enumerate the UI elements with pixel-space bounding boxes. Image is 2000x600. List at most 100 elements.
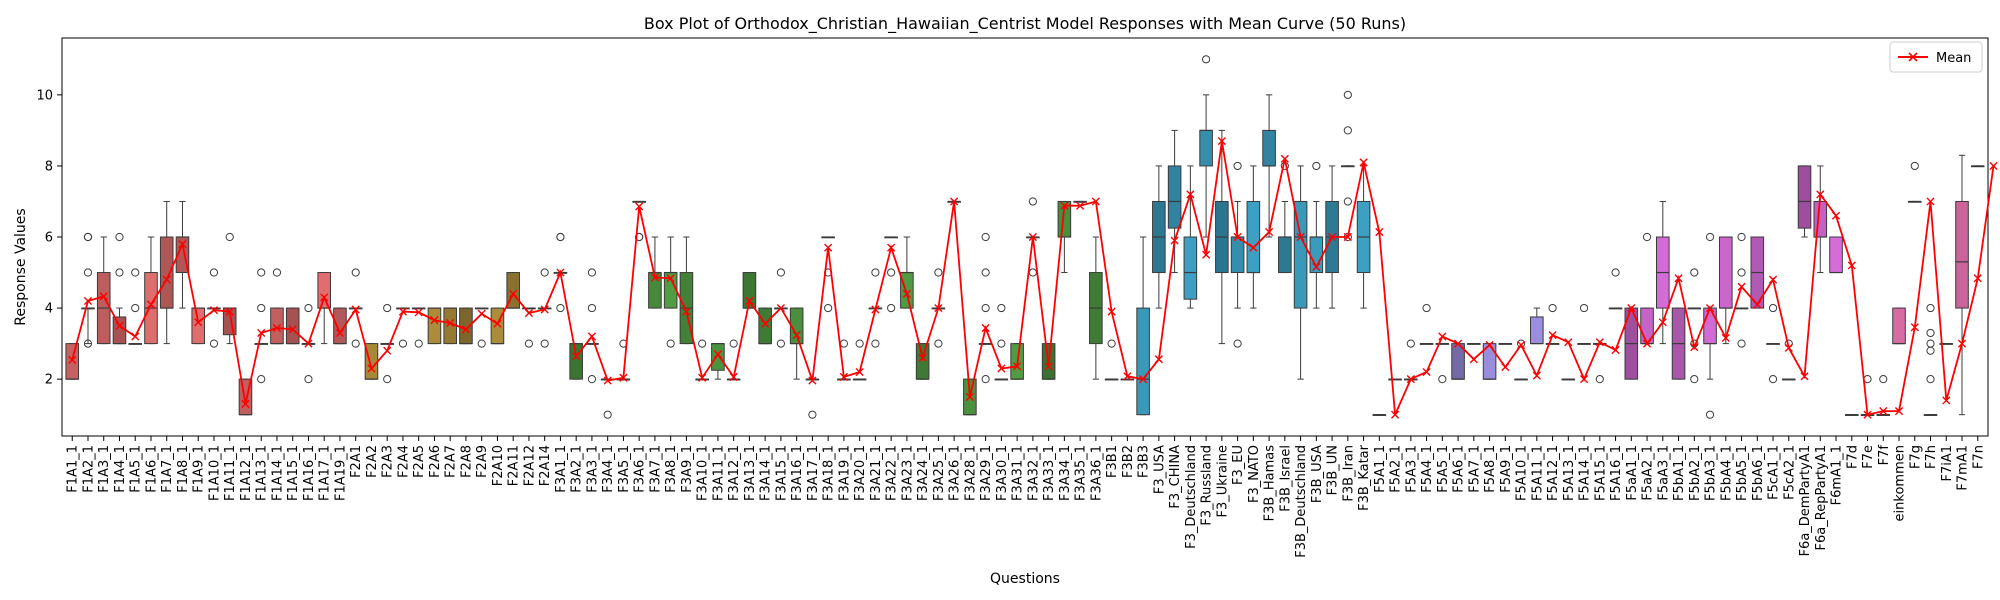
box-F3A30_1 <box>994 303 1009 381</box>
x-tick-label: F5A9_1 <box>1499 445 1514 493</box>
mean-marker-stroke <box>761 319 770 328</box>
x-tick-label: F3_Deutschland <box>1184 445 1199 549</box>
x-tick-label: F3A18_1 <box>822 445 837 501</box>
outlier-point <box>398 339 408 348</box>
outlier-point <box>1690 375 1699 384</box>
x-tick-label: F5bA4_1 <box>1719 445 1734 501</box>
mean-marker <box>1028 232 1037 242</box>
x-tick-label: F1A5_1 <box>129 445 144 493</box>
box-F3_Russland <box>1199 55 1213 238</box>
x-tick-label: F3A20_1 <box>853 445 868 501</box>
mean-marker-stroke <box>1501 362 1510 372</box>
mean-marker <box>1768 275 1778 284</box>
x-tick-label: F1A13_1 <box>255 445 270 501</box>
mean-marker <box>115 321 124 330</box>
mean-marker <box>1265 227 1274 237</box>
box-F5A16_1 <box>1608 268 1623 310</box>
box-F3A8_1 <box>663 236 678 348</box>
mean-marker-stroke <box>1154 355 1163 364</box>
x-tick-label: F3A13_1 <box>743 445 758 501</box>
mean-marker <box>68 355 77 365</box>
mean-marker <box>808 376 817 385</box>
y-tick-label: 10 <box>36 88 53 103</box>
mean-marker-stroke <box>1060 201 1069 210</box>
outlier-point <box>1107 339 1116 348</box>
mean-marker <box>1957 339 1967 348</box>
mean-marker <box>1013 362 1022 371</box>
outlier-point <box>257 375 266 384</box>
mean-marker-stroke <box>1910 323 1919 332</box>
mean-marker <box>367 364 376 373</box>
outlier-point <box>1595 375 1604 384</box>
mean-marker-stroke <box>1296 232 1305 242</box>
box-F1A7_1 <box>159 200 174 345</box>
x-tick-label: F7g <box>1908 445 1923 469</box>
x-tick-label: F3B_Hamas <box>1263 445 1278 522</box>
box-F7iA1 <box>1939 343 1954 345</box>
mean-marker-stroke <box>1784 343 1793 352</box>
iqr-box <box>1183 236 1198 300</box>
box-F5A14_1 <box>1577 303 1591 345</box>
outlier-point <box>839 339 848 348</box>
outlier-point <box>83 268 93 277</box>
plot-area: 2 4 6 8 10 F1A1_1 F1A2_1 F1A3_1 F1A4_1 F1A5_1 F1A6… <box>36 37 1998 558</box>
mean-marker <box>1532 371 1541 380</box>
x-tick-label: F5A7_1 <box>1467 445 1482 493</box>
x-tick-label: F3B_USA <box>1310 445 1325 503</box>
mean-marker-stroke <box>99 292 108 301</box>
x-tick-label: F3A29_1 <box>979 445 994 501</box>
x-tick-label: F7n <box>1971 445 1986 469</box>
x-tick-label: F1A2_1 <box>81 445 96 493</box>
outlier-point <box>855 339 864 348</box>
mean-marker <box>871 305 880 314</box>
mean-marker-stroke <box>493 319 502 328</box>
x-tick-label: F7h <box>1924 445 1939 469</box>
x-tick-label: F3A15_1 <box>774 445 789 501</box>
iqr-box <box>443 307 457 345</box>
mean-marker-stroke <box>83 296 93 306</box>
mean-marker <box>524 308 534 318</box>
mean-marker <box>572 352 581 361</box>
mean-marker <box>1170 236 1179 245</box>
box-F3A20_1 <box>852 339 867 381</box>
mean-marker-stroke <box>1548 330 1557 340</box>
x-tick-label: F3A33_1 <box>1042 445 1057 501</box>
iqr-box <box>191 307 206 345</box>
x-tick-label: F3A17_1 <box>806 445 821 501</box>
mean-marker <box>209 306 219 315</box>
box-F5bA4_1 <box>1718 236 1733 345</box>
box-F2A7 <box>443 307 457 345</box>
mean-marker-stroke <box>1453 339 1463 348</box>
mean-marker-stroke <box>367 364 376 373</box>
x-tick-label: F3A1_1 <box>554 445 569 493</box>
outlier-point <box>1705 232 1715 242</box>
mean-marker <box>241 399 250 409</box>
mean-marker <box>1674 274 1683 283</box>
x-tick-label: F3A10_1 <box>696 445 711 501</box>
iqr-box <box>1278 236 1292 274</box>
outlier-point <box>131 268 140 277</box>
mean-marker-stroke <box>1627 303 1636 313</box>
x-tick-label: F1A12_1 <box>239 445 254 501</box>
x-tick-label: F5A5_1 <box>1436 445 1451 493</box>
mean-marker <box>1453 339 1463 348</box>
x-tick-label: F3B_Katar <box>1357 444 1372 510</box>
box-F5A15_1 <box>1593 343 1607 384</box>
mean-marker-stroke <box>1564 338 1573 347</box>
outlier-point <box>1926 303 1935 313</box>
mean-marker-stroke <box>1973 274 1982 283</box>
mean-marker <box>1926 197 1935 206</box>
x-tick-label: F1A17_1 <box>318 445 333 501</box>
outlier-point <box>1910 161 1919 171</box>
box-F1A4_1 <box>112 232 127 345</box>
box-F3A2_1 <box>569 343 583 380</box>
outlier-point <box>115 232 124 242</box>
mean-marker-stroke <box>1249 243 1258 252</box>
box-F7d <box>1844 414 1859 416</box>
mean-marker-stroke <box>241 399 250 409</box>
x-tick-label: F3A25_1 <box>932 445 947 501</box>
mean-marker-stroke <box>1516 340 1526 350</box>
box-F5cA1_1 <box>1766 303 1780 384</box>
mean-marker-stroke <box>131 332 140 341</box>
